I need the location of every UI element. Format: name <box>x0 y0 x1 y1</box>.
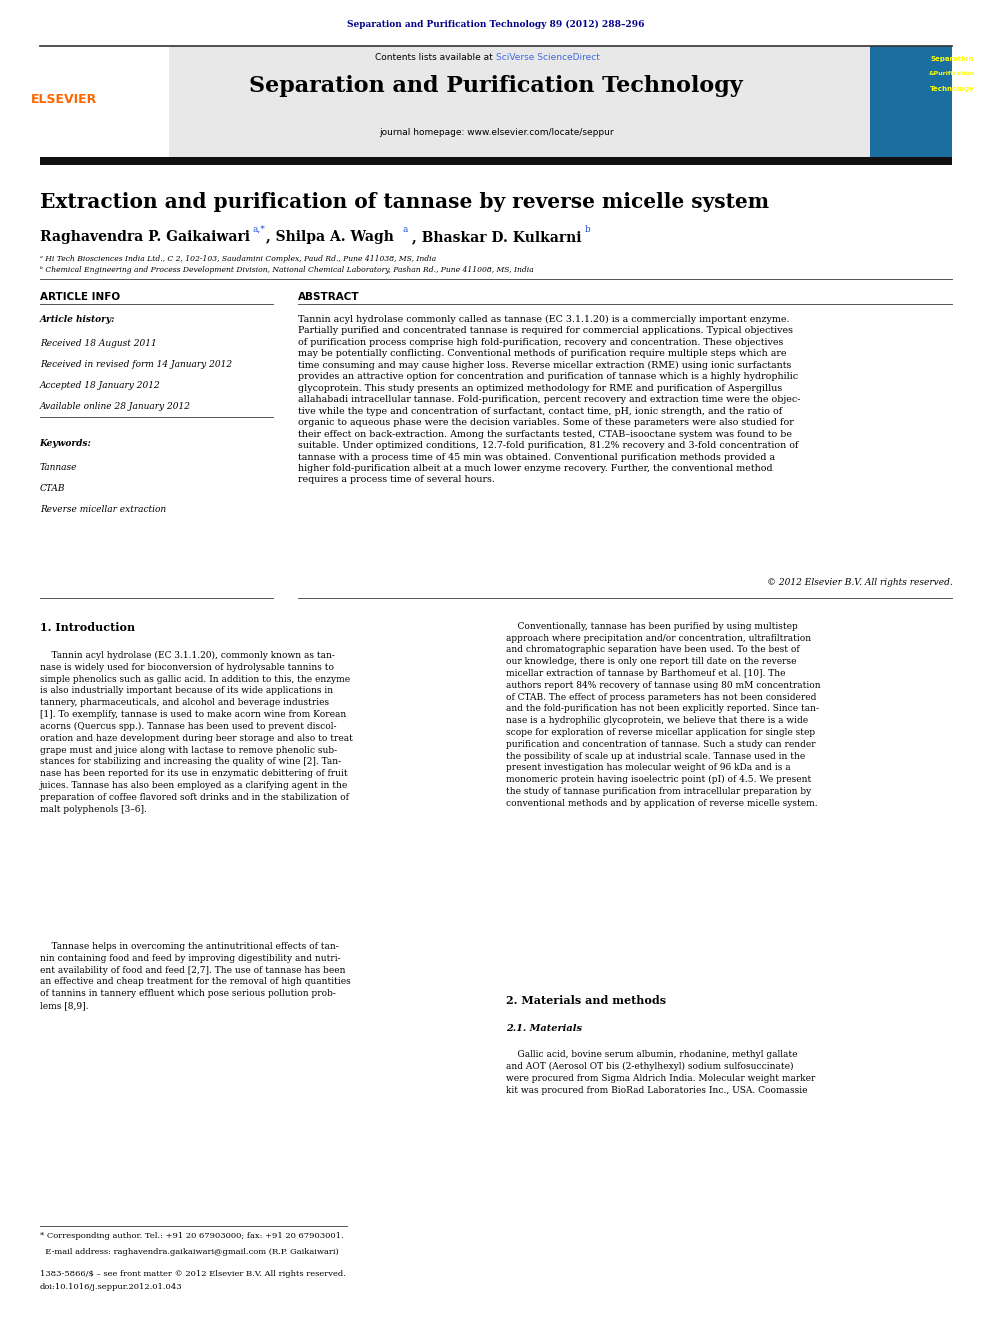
Text: 2. Materials and methods: 2. Materials and methods <box>506 995 666 1005</box>
Text: &Purification: &Purification <box>930 71 975 77</box>
Bar <box>169 46 870 159</box>
Text: Article history:: Article history: <box>40 315 115 324</box>
Text: SciVerse ScienceDirect: SciVerse ScienceDirect <box>496 53 600 62</box>
Text: Reverse micellar extraction: Reverse micellar extraction <box>40 505 166 515</box>
Bar <box>40 46 169 159</box>
Text: a: a <box>403 225 408 234</box>
Text: Conventionally, tannase has been purified by using multistep
approach where prec: Conventionally, tannase has been purifie… <box>506 622 820 808</box>
Text: , Bhaskar D. Kulkarni: , Bhaskar D. Kulkarni <box>412 230 581 245</box>
Text: CTAB: CTAB <box>40 484 65 493</box>
Text: Received in revised form 14 January 2012: Received in revised form 14 January 2012 <box>40 360 232 369</box>
Text: 2.1. Materials: 2.1. Materials <box>506 1024 582 1033</box>
Text: ᵇ Chemical Engineering and Process Development Division, National Chemical Labor: ᵇ Chemical Engineering and Process Devel… <box>40 266 534 274</box>
Text: Separation and Purification Technology: Separation and Purification Technology <box>249 75 743 98</box>
Text: ᵃ Hi Tech Biosciences India Ltd., C 2, 102-103, Saudamini Complex, Paud Rd., Pun: ᵃ Hi Tech Biosciences India Ltd., C 2, 1… <box>40 255 435 263</box>
Text: Received 18 August 2011: Received 18 August 2011 <box>40 339 157 348</box>
Text: ARTICLE INFO: ARTICLE INFO <box>40 292 120 303</box>
Text: Separation: Separation <box>930 56 974 62</box>
Text: Extraction and purification of tannase by reverse micelle system: Extraction and purification of tannase b… <box>40 192 769 212</box>
Bar <box>870 46 952 159</box>
Text: Accepted 18 January 2012: Accepted 18 January 2012 <box>40 381 161 390</box>
Text: © 2012 Elsevier B.V. All rights reserved.: © 2012 Elsevier B.V. All rights reserved… <box>767 578 952 587</box>
Text: b: b <box>584 225 590 234</box>
Text: 1. Introduction: 1. Introduction <box>40 622 135 632</box>
Text: * Corresponding author. Tel.: +91 20 67903000; fax: +91 20 67903001.: * Corresponding author. Tel.: +91 20 679… <box>40 1232 343 1240</box>
Text: Raghavendra P. Gaikaiwari: Raghavendra P. Gaikaiwari <box>40 230 250 245</box>
Bar <box>40 157 952 165</box>
Text: E-mail address: raghavendra.gaikaiwari@gmail.com (R.P. Gaikaiwari): E-mail address: raghavendra.gaikaiwari@g… <box>40 1248 338 1256</box>
Text: journal homepage: www.elsevier.com/locate/seppur: journal homepage: www.elsevier.com/locat… <box>379 128 613 138</box>
Text: Contents lists available at: Contents lists available at <box>375 53 496 62</box>
Text: Tannin acyl hydrolase (EC 3.1.1.20), commonly known as tan-
nase is widely used : Tannin acyl hydrolase (EC 3.1.1.20), com… <box>40 651 352 814</box>
Text: Technology: Technology <box>930 86 975 93</box>
Text: doi:10.1016/j.seppur.2012.01.043: doi:10.1016/j.seppur.2012.01.043 <box>40 1283 183 1291</box>
Text: Separation and Purification Technology 89 (2012) 288–296: Separation and Purification Technology 8… <box>347 20 645 29</box>
Text: Gallic acid, bovine serum albumin, rhodanine, methyl gallate
and AOT (Aerosol OT: Gallic acid, bovine serum albumin, rhoda… <box>506 1050 815 1095</box>
Text: , Shilpa A. Wagh: , Shilpa A. Wagh <box>266 230 394 245</box>
Text: Available online 28 January 2012: Available online 28 January 2012 <box>40 402 190 411</box>
Text: ABSTRACT: ABSTRACT <box>298 292 359 303</box>
Text: Tannin acyl hydrolase commonly called as tannase (EC 3.1.1.20) is a commercially: Tannin acyl hydrolase commonly called as… <box>298 315 801 484</box>
Text: ELSEVIER: ELSEVIER <box>32 93 97 106</box>
Text: Keywords:: Keywords: <box>40 439 91 448</box>
Text: 1383-5866/$ – see front matter © 2012 Elsevier B.V. All rights reserved.: 1383-5866/$ – see front matter © 2012 El… <box>40 1270 345 1278</box>
Text: Tannase: Tannase <box>40 463 77 472</box>
Text: Tannase helps in overcoming the antinutritional effects of tan-
nin containing f: Tannase helps in overcoming the antinutr… <box>40 942 350 1009</box>
Text: a,*: a,* <box>253 225 266 234</box>
